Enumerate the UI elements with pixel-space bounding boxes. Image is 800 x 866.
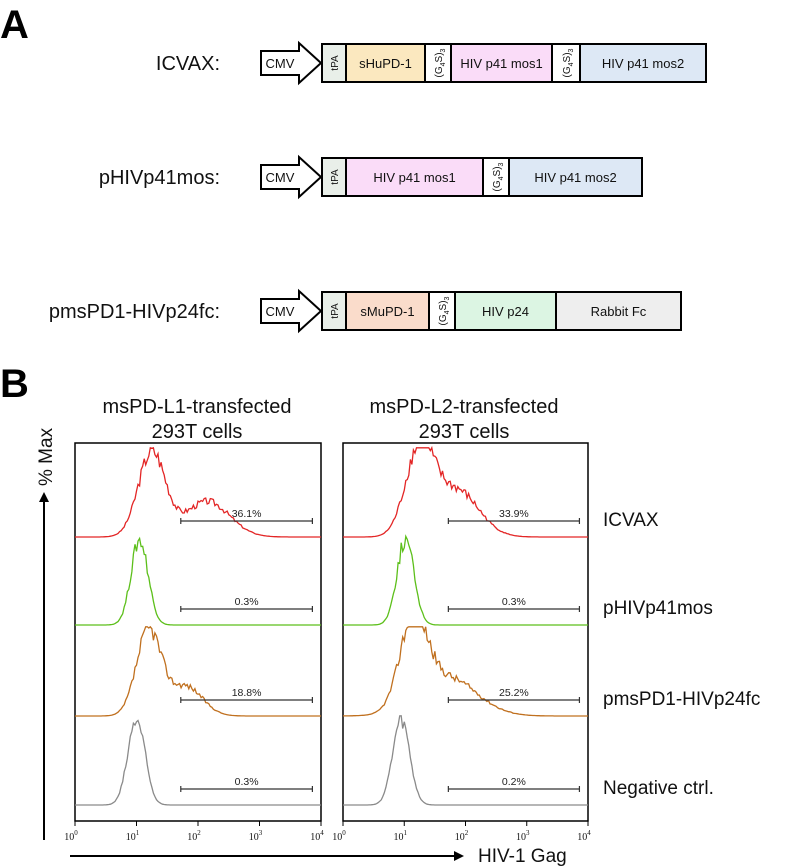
segment-tpa: [321, 291, 347, 331]
gate-percentage: 0.2%: [502, 776, 526, 788]
gate-percentage: 25.2%: [499, 687, 529, 699]
segment-seg: [555, 291, 682, 331]
linker-label: (G4S)3: [562, 48, 575, 77]
histogram-curve: [75, 446, 321, 538]
segment-seg: [450, 43, 553, 83]
column-1-title-line1: msPD-L1-transfected: [103, 396, 292, 418]
panel-a-constructs: ICVAX: CMV tPA sHuPD-1 (G4S)3 HIV p41 mos1 (G4…: [49, 40, 707, 334]
x-tick-label: 103: [516, 829, 530, 843]
segment-label: sHuPD-1: [359, 56, 412, 71]
promoter-label: CMV: [266, 56, 295, 71]
histogram-curve: [75, 625, 321, 717]
x-tick-label: 100: [64, 829, 78, 843]
gate-percentage: 18.8%: [232, 687, 262, 699]
row-label: pmsPD1-HIVp24fc: [603, 689, 760, 710]
y-axis-label: % Max: [36, 427, 57, 486]
cmv-promoter-arrow: [260, 154, 323, 200]
histogram-curve: [75, 719, 321, 806]
segment-seg: [508, 157, 643, 197]
histogram-curve: [343, 445, 588, 538]
construct-name: pHIVp41mos:: [99, 167, 220, 189]
linker-label: (G4S)3: [438, 296, 451, 325]
histogram-curve: [75, 536, 321, 626]
gate-percentage: 36.1%: [232, 508, 262, 520]
plot-frame-pd-l1: [74, 442, 322, 822]
gate-percentage: 0.3%: [502, 596, 526, 608]
segment-linker: [482, 157, 510, 197]
segment-label: HIV p41 mos1: [460, 56, 542, 71]
gate-percentage: 0.3%: [235, 776, 259, 788]
segment-label: sMuPD-1: [360, 304, 414, 319]
panel-a-letter: A: [0, 3, 29, 47]
segment-seg: [345, 157, 484, 197]
x-tick-label: 102: [187, 829, 201, 843]
column-1-title-line2: 293T cells: [152, 421, 243, 443]
cmv-promoter-arrow: [260, 288, 323, 334]
row-label: ICVAX: [603, 510, 659, 531]
panel-b-histograms: 100 101 102 103 104 100 101 102 103 104 36.1% 33.9%…: [64, 445, 760, 843]
x-tick-label: 104: [577, 829, 591, 843]
construct-name: pmsPD1-HIVp24fc:: [49, 301, 220, 323]
segment-seg: [345, 43, 426, 83]
tpa-label: tPA: [330, 55, 341, 71]
segment-label: HIV p41 mos1: [373, 170, 455, 185]
gate-percentage: 33.9%: [499, 508, 529, 520]
histogram-curve: [343, 626, 588, 717]
x-tick-label: 101: [394, 829, 408, 843]
segment-label: HIV p41 mos2: [602, 56, 684, 71]
plot-frame-pd-l2: [342, 442, 589, 822]
panel-b-letter: B: [0, 362, 29, 406]
linker-label: (G4S)3: [492, 162, 505, 191]
histogram-curve: [343, 715, 588, 806]
x-tick-label: 102: [455, 829, 469, 843]
gate-percentage: 0.3%: [235, 596, 259, 608]
row-label: pHIVp41mos: [603, 598, 713, 619]
x-tick-label: 103: [249, 829, 263, 843]
column-2-title-line2: 293T cells: [419, 421, 510, 443]
x-tick-label: 100: [332, 829, 346, 843]
tpa-label: tPA: [330, 303, 341, 319]
segment-tpa: [321, 157, 347, 197]
promoter-label: CMV: [266, 170, 295, 185]
construct-name: ICVAX:: [156, 53, 220, 75]
segment-linker: [428, 291, 456, 331]
x-axis-label: HIV-1 Gag: [478, 846, 567, 866]
linker-label: (G4S)3: [434, 48, 447, 77]
x-tick-label: 101: [126, 829, 140, 843]
x-tick-label: 104: [310, 829, 324, 843]
cmv-promoter-arrow: [260, 40, 323, 86]
segment-label: Rabbit Fc: [591, 304, 647, 319]
segment-label: HIV p41 mos2: [534, 170, 616, 185]
column-2-title-line1: msPD-L2-transfected: [370, 396, 559, 418]
segment-label: HIV p24: [482, 304, 529, 319]
tpa-label: tPA: [330, 169, 341, 185]
promoter-label: CMV: [266, 304, 295, 319]
histogram-curve: [343, 534, 588, 626]
segment-seg: [579, 43, 707, 83]
row-label: Negative ctrl.: [603, 778, 714, 799]
